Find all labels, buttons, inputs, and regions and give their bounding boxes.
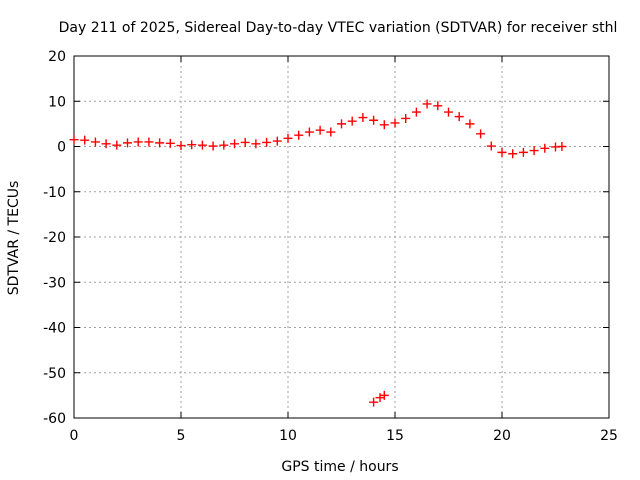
data-point <box>411 107 421 117</box>
data-point <box>176 141 186 151</box>
data-point <box>337 119 346 129</box>
data-point <box>283 133 293 143</box>
data-point <box>369 115 379 125</box>
data-point <box>208 141 218 151</box>
y-tick-label: -20 <box>43 230 66 246</box>
data-point <box>326 127 336 137</box>
data-point <box>219 140 229 150</box>
data-point <box>112 140 122 150</box>
y-tick-label: -40 <box>43 321 66 337</box>
y-tick-label: 20 <box>48 49 66 65</box>
y-tick-label: -10 <box>43 185 66 201</box>
data-point <box>347 116 357 126</box>
data-point <box>80 135 90 145</box>
data-point <box>379 120 389 130</box>
data-point <box>358 113 368 123</box>
data-point <box>262 137 272 147</box>
data-point <box>369 397 379 407</box>
data-point <box>304 127 314 137</box>
data-point <box>379 390 389 400</box>
data-point <box>465 119 475 129</box>
x-tick-label: 25 <box>600 428 618 444</box>
data-point <box>155 138 165 148</box>
data-point <box>390 118 400 128</box>
data-point <box>454 112 464 122</box>
data-point <box>90 137 100 147</box>
axis-ticks: 0 5 10 15 20 25 -60 -50 -40 -30 -20 -10 0 10 20 <box>43 49 618 444</box>
data-point <box>529 146 539 156</box>
data-point <box>422 99 432 109</box>
data-point <box>133 137 143 147</box>
y-tick-label: -30 <box>43 275 66 291</box>
data-point <box>476 129 486 139</box>
data-point <box>497 147 507 157</box>
data-point <box>294 130 304 140</box>
y-tick-label: -50 <box>43 366 66 382</box>
y-tick-label: 10 <box>48 94 66 110</box>
data-point <box>240 137 250 147</box>
y-tick-label: 0 <box>57 140 66 156</box>
data-point <box>101 139 111 149</box>
data-point <box>375 393 385 403</box>
x-tick-label: 15 <box>386 428 404 444</box>
data-point <box>557 142 567 151</box>
x-tick-label: 0 <box>70 428 79 444</box>
y-axis-label: SDTVAR / TECUs <box>6 181 22 296</box>
data-point <box>433 101 443 111</box>
data-point <box>401 113 411 123</box>
data-point <box>144 137 154 147</box>
data-point <box>315 125 325 135</box>
x-tick-label: 20 <box>493 428 511 444</box>
data-point <box>518 147 528 157</box>
data-point <box>230 139 239 149</box>
x-tick-label: 5 <box>177 428 186 444</box>
data-points <box>69 99 567 407</box>
data-point <box>272 136 282 146</box>
data-point <box>444 107 453 117</box>
data-point <box>197 140 207 150</box>
data-point <box>508 149 518 159</box>
data-point <box>486 141 496 151</box>
data-point <box>69 135 79 145</box>
chart-title: Day 211 of 2025, Sidereal Day-to-day VTE… <box>59 20 618 36</box>
data-point <box>165 138 175 148</box>
data-point <box>251 139 261 149</box>
x-axis-label: GPS time / hours <box>281 459 398 475</box>
data-point <box>123 138 132 148</box>
x-tick-label: 10 <box>279 428 297 444</box>
data-point <box>187 140 197 150</box>
data-point <box>540 143 550 153</box>
grid-lines <box>74 56 609 418</box>
y-tick-label: -60 <box>43 411 66 427</box>
